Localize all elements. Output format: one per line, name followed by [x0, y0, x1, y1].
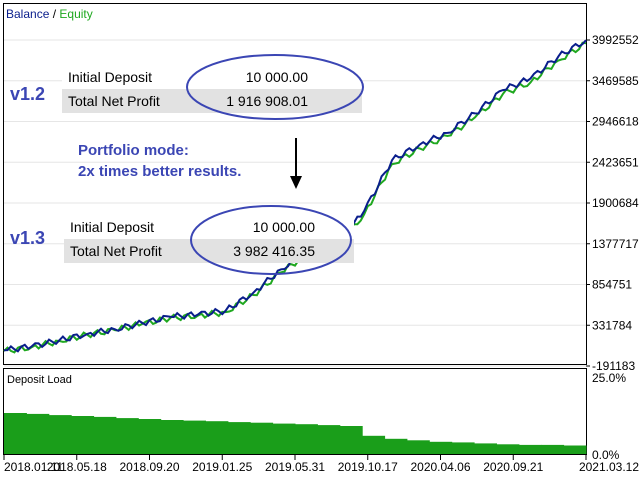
main-y-axis: 3992552 3469585 2946618 2423651 1900684 13777…: [586, 33, 639, 373]
v13-initial-deposit-value: 10 000.00: [253, 219, 315, 235]
deposit-load-bar: [138, 419, 162, 454]
deposit-load-tick-label: 25.0%: [592, 371, 626, 385]
deposit-load-bar: [115, 418, 139, 454]
v13-net-profit-value: 3 982 416.35: [233, 243, 315, 259]
x-tick-label: 2021.03.12: [579, 460, 639, 474]
y-tick-label: 2946618: [592, 115, 639, 129]
table-row: [62, 64, 362, 89]
v12-initial-deposit-value: 10 000.00: [246, 69, 308, 85]
x-tick-label: 2018.09.20: [119, 460, 179, 474]
v12-label: v1.2: [10, 84, 45, 104]
x-tick-label: 2019.10.17: [338, 460, 398, 474]
v12-highlight-ellipse: [186, 54, 364, 120]
y-tick-label: 3992552: [592, 33, 639, 47]
deposit-load-bar: [26, 413, 50, 454]
deposit-load-bar: [317, 425, 341, 454]
deposit-load-tick-label: 0.0%: [592, 448, 620, 462]
v13-net-profit-label: Total Net Profit: [70, 243, 162, 259]
y-tick-label: 3469585: [592, 74, 639, 88]
v13-results-table: Initial Deposit 10 000.00 Total Net Prof…: [64, 214, 354, 263]
x-tick-label: 2018.05.18: [47, 460, 107, 474]
deposit-load-bar: [295, 424, 318, 454]
deposit-load-bar: [429, 441, 453, 454]
legend-balance: Balance: [6, 7, 50, 21]
deposit-load-bar: [406, 440, 430, 454]
deposit-load-bar: [474, 443, 497, 454]
deposit-load-layer: [4, 413, 587, 454]
legend-separator: /: [49, 7, 59, 21]
deposit-load-bar: [227, 422, 251, 454]
portfolio-mode-line1: Portfolio mode:: [78, 142, 189, 159]
v12-net-profit-label: Total Net Profit: [68, 93, 160, 109]
x-tick-label: 2020.09.21: [483, 460, 543, 474]
deposit-load-bar: [362, 435, 386, 454]
deposit-load-bar: [384, 438, 408, 454]
y-tick-label: 1900684: [592, 196, 639, 210]
y-tick-label: 331784: [592, 318, 632, 332]
y-tick-label: 1377717: [592, 237, 639, 251]
portfolio-mode-line2: 2x times better results.: [78, 163, 241, 180]
v12-results-table: Initial Deposit 10 000.00 Total Net Prof…: [62, 64, 362, 113]
deposit-load-bar: [71, 416, 95, 454]
x-tick-label: 2020.04.06: [410, 460, 470, 474]
deposit-load-bar: [160, 420, 184, 454]
y-tick-label: -191183: [592, 359, 635, 373]
deposit-load-bar: [496, 444, 520, 454]
deposit-load-bar: [518, 444, 542, 454]
deposit-load-bar: [451, 442, 475, 454]
y-tick-label: 854751: [592, 277, 632, 291]
v13-initial-deposit-label: Initial Deposit: [70, 219, 154, 235]
v12-net-profit-value: 1 916 908.01: [226, 93, 308, 109]
x-tick-label: 2019.05.31: [265, 460, 325, 474]
y-tick-label: 2423651: [592, 155, 639, 169]
deposit-load-bar: [4, 413, 27, 454]
deposit-load-y-axis: 25.0% 0.0%: [592, 371, 626, 462]
deposit-load-bar: [563, 445, 587, 454]
down-arrow-icon: [290, 138, 302, 189]
x-tick-label: 2019.01.25: [192, 460, 252, 474]
deposit-load-bar: [183, 420, 206, 454]
deposit-load-bar: [250, 422, 274, 454]
deposit-load-bar: [93, 416, 117, 454]
v13-label: v1.3: [10, 228, 45, 248]
svg-text:Balance / Equity: Balance / Equity: [6, 7, 93, 21]
deposit-load-bar: [541, 444, 565, 454]
deposit-load-bar: [48, 415, 72, 454]
table-row: [64, 239, 354, 263]
x-tick-label: 2018.01.11: [4, 460, 63, 474]
deposit-load-bar: [272, 423, 296, 454]
v13-highlight-ellipse: [190, 205, 352, 275]
deposit-load-title: Deposit Load: [7, 374, 72, 386]
legend-equity: Equity: [59, 7, 92, 21]
series-line-equity: [3, 41, 587, 354]
deposit-load-bar: [205, 421, 229, 454]
deposit-load-bar: [339, 426, 363, 454]
v12-initial-deposit-label: Initial Deposit: [68, 69, 152, 85]
